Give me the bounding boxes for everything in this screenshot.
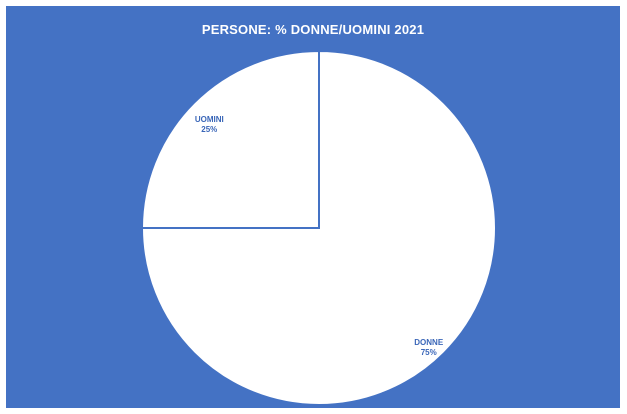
slice-value-donne: 75%	[421, 348, 437, 357]
chart-title: PERSONE: % DONNE/UOMINI 2021	[201, 22, 425, 37]
slice-value-uomini: 25%	[201, 125, 217, 134]
slice-label-uomini: UOMINI	[195, 115, 224, 124]
chart-area: PERSONE: % DONNE/UOMINI 2021 UOMINI 25% DO…	[6, 6, 620, 408]
pie-slice-uomini	[140, 49, 320, 229]
slice-label-donne: DONNE	[414, 338, 444, 347]
pie-slice-donne	[140, 49, 497, 406]
pie-slices	[140, 49, 497, 406]
